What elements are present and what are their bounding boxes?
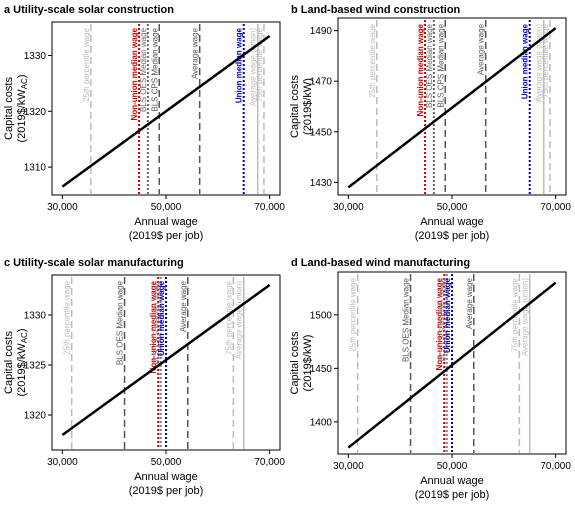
- y-tick-label: 1430: [310, 178, 333, 189]
- reference-line-label: Average wage: [179, 280, 188, 332]
- y-axis-unit: (2019$/kWAC): [16, 329, 29, 397]
- reference-line-label: 75th percentile wage: [541, 23, 550, 97]
- x-axis-label: Annual wage: [420, 216, 484, 228]
- x-tick-label: 70,000: [254, 457, 285, 468]
- capital-cost-line: [61, 34, 271, 188]
- reference-line-label: Non-union median wage: [130, 27, 139, 120]
- x-tick-label: 70,000: [254, 202, 285, 213]
- x-tick-label: 50,000: [437, 202, 468, 213]
- x-tick-label: 70,000: [540, 202, 571, 213]
- y-tick-label: 1330: [24, 51, 47, 62]
- x-tick-label: 30,000: [47, 202, 78, 213]
- reference-line-label: 25th percentile wage: [368, 23, 377, 97]
- y-tick-label: 1500: [310, 310, 333, 321]
- y-axis-unit: (2019$/kW): [302, 78, 314, 135]
- reference-line-label: Average wage (union): [249, 28, 258, 106]
- x-axis-unit: (2019$ per job): [129, 485, 204, 497]
- y-tick-label: 1490: [310, 26, 333, 37]
- panel-title: d Land-based wind manufacturing: [291, 257, 470, 269]
- chart-panel-3: d Land-based wind manufacturing 25th perc…: [289, 257, 571, 501]
- reference-line-label: Union median wage: [235, 27, 244, 103]
- panel-title: c Utility-scale solar manufacturing: [4, 257, 184, 269]
- reference-line-label: BLS CPS Median wage: [438, 277, 447, 361]
- x-axis-label: Annual wage: [134, 471, 198, 483]
- y-tick-label: 1325: [24, 361, 47, 372]
- reference-line-label: Union median wage: [521, 23, 530, 99]
- reference-line-label: Union median wage: [157, 280, 166, 356]
- reference-line-label: Average wage: [191, 27, 200, 79]
- y-axis-label: Capital costs: [3, 331, 15, 394]
- reference-line-label: Average wage: [465, 277, 474, 329]
- y-axis-label: Capital costs: [289, 75, 301, 138]
- reference-line-label: BLS OES Median wage: [116, 280, 125, 365]
- x-axis-label: Annual wage: [134, 216, 198, 228]
- reference-line-label: BLS CPS Median wage: [150, 27, 159, 111]
- chart-panel-1: b Land-based wind construction 25th perce…: [289, 4, 571, 242]
- reference-line-label: 25th percentile wage: [82, 27, 91, 101]
- reference-line-label: Average wage (union): [535, 24, 544, 102]
- y-tick-label: 1400: [310, 417, 333, 428]
- reference-line-label: Average wage: [477, 23, 486, 75]
- x-tick-label: 30,000: [333, 202, 364, 213]
- y-axis-unit: (2019$/kWAC): [16, 75, 29, 143]
- capital-cost-line: [347, 27, 557, 189]
- reference-line-label: Union median wage: [443, 277, 452, 353]
- x-tick-label: 50,000: [151, 202, 182, 213]
- reference-line-label: Average wage (union): [521, 278, 530, 356]
- y-tick-label: 1320: [24, 411, 47, 422]
- chart-panel-0: a Utility-scale solar construction 25th p…: [3, 4, 285, 242]
- y-tick-label: 1450: [310, 127, 333, 138]
- y-axis-label: Capital costs: [3, 77, 15, 140]
- y-tick-label: 1330: [24, 311, 47, 322]
- x-tick-label: 70,000: [540, 461, 571, 472]
- y-axis-label: Capital costs: [289, 331, 301, 394]
- reference-line-label: Average wage (union): [235, 281, 244, 359]
- capital-cost-line: [61, 283, 271, 437]
- reference-line-label: Non-union median wage: [435, 277, 444, 370]
- capital-cost-line: [347, 281, 557, 449]
- reference-line-label: BLS OES Median wage: [402, 277, 411, 362]
- y-axis-unit: (2019$/kW): [302, 335, 314, 392]
- panel-title: a Utility-scale solar construction: [4, 4, 174, 16]
- y-tick-label: 1320: [24, 107, 47, 118]
- x-tick-label: 50,000: [437, 461, 468, 472]
- reference-line-label: BLS OES Median wage: [425, 23, 434, 108]
- x-axis-label: Annual wage: [420, 475, 484, 487]
- x-tick-label: 30,000: [47, 457, 78, 468]
- reference-line-label: 75th percentile wage: [255, 27, 264, 101]
- reference-line-label: BLS CPS Median wage: [152, 280, 161, 364]
- x-axis-unit: (2019$ per job): [129, 230, 204, 242]
- panel-title: b Land-based wind construction: [291, 4, 461, 16]
- x-axis-unit: (2019$ per job): [415, 489, 490, 501]
- reference-line-label: BLS CPS Median wage: [436, 23, 445, 107]
- reference-line-label: 75th percentile wage: [224, 280, 233, 354]
- y-tick-label: 1310: [24, 163, 47, 174]
- x-tick-label: 50,000: [151, 457, 182, 468]
- y-tick-label: 1450: [310, 364, 333, 375]
- reference-line-label: BLS OES Median wage: [139, 27, 148, 112]
- y-tick-label: 1470: [310, 77, 333, 88]
- reference-line-label: Non-union median wage: [149, 280, 158, 373]
- x-tick-label: 30,000: [333, 461, 364, 472]
- reference-line-label: Non-union median wage: [416, 23, 425, 116]
- chart-panel-2: c Utility-scale solar manufacturing 25th …: [3, 257, 285, 497]
- reference-line-label: 25th percentile wage: [63, 280, 72, 354]
- x-axis-unit: (2019$ per job): [415, 230, 490, 242]
- reference-line-label: 25th percentile wage: [349, 277, 358, 351]
